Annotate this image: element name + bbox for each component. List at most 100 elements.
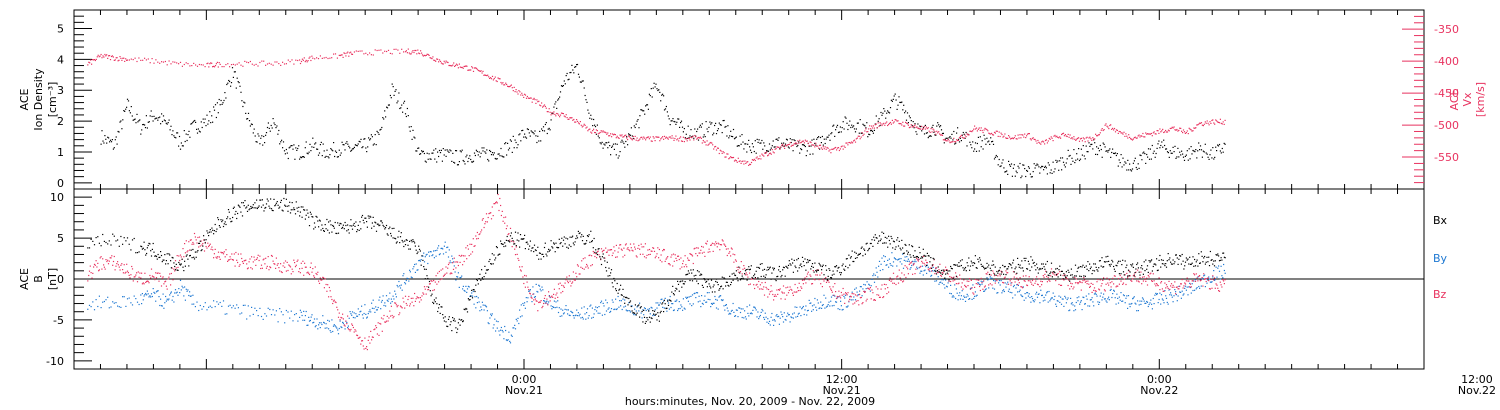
by-point	[1075, 301, 1077, 304]
by-point	[1223, 269, 1225, 272]
by-point	[544, 302, 546, 304]
density-point	[1053, 171, 1055, 173]
bz-point	[983, 280, 985, 282]
velocity-point	[479, 70, 481, 72]
density-point	[490, 150, 492, 153]
velocity-point	[441, 63, 443, 65]
density-point	[781, 142, 783, 144]
by-point	[764, 312, 766, 314]
velocity-point	[823, 148, 825, 150]
by-point	[762, 310, 764, 312]
velocity-point	[680, 136, 682, 138]
density-point	[631, 135, 633, 137]
bz-point	[211, 246, 213, 248]
velocity-point	[514, 91, 516, 93]
density-point	[353, 146, 355, 148]
velocity-point	[909, 126, 911, 128]
density-point	[995, 154, 997, 157]
velocity-point	[363, 53, 365, 55]
density-point	[301, 156, 303, 158]
by-point	[842, 308, 844, 311]
density-point	[1089, 145, 1091, 147]
density-point	[1057, 160, 1059, 162]
velocity-point	[1146, 133, 1148, 135]
bz-point	[697, 247, 699, 249]
by-point	[1109, 289, 1111, 291]
by-point	[1045, 294, 1047, 296]
density-point	[579, 81, 581, 83]
bz-point	[320, 279, 322, 281]
density-point	[126, 106, 128, 108]
by-point	[146, 294, 148, 296]
bz-point	[980, 277, 982, 279]
velocity-point	[839, 148, 841, 150]
by-point	[133, 295, 135, 297]
density-point	[632, 137, 634, 140]
by-point	[1213, 270, 1215, 272]
density-point	[653, 82, 655, 84]
by-point	[423, 252, 425, 254]
by-point	[414, 271, 416, 273]
by-point	[755, 309, 757, 311]
density-point	[566, 72, 568, 75]
velocity-point	[795, 142, 797, 144]
velocity-point	[714, 146, 716, 148]
velocity-point	[614, 134, 616, 136]
by-point	[939, 281, 941, 284]
by-point	[663, 300, 665, 302]
velocity-point	[626, 137, 628, 139]
by-point	[1125, 297, 1127, 299]
bz-point	[192, 241, 194, 244]
bz-point	[228, 259, 230, 261]
density-point	[146, 127, 148, 129]
bz-point	[863, 290, 865, 292]
velocity-point	[603, 131, 605, 133]
bz-point	[126, 263, 128, 265]
bz-point	[1059, 271, 1061, 273]
by-point	[1179, 291, 1181, 293]
density-point	[1070, 163, 1072, 165]
by-point	[726, 307, 728, 309]
density-point	[937, 122, 939, 124]
by-point	[1160, 303, 1162, 305]
velocity-point	[536, 99, 538, 101]
bz-point	[889, 277, 891, 279]
density-point	[941, 132, 944, 135]
density-point	[391, 83, 393, 85]
by-point	[213, 300, 215, 302]
density-point	[931, 126, 933, 128]
by-point	[943, 284, 945, 286]
velocity-point	[488, 76, 490, 78]
velocity-point	[761, 153, 763, 155]
bz-point	[267, 256, 269, 258]
density-point	[551, 112, 553, 114]
density-point	[674, 121, 676, 123]
by-point	[897, 258, 900, 260]
density-point	[455, 150, 458, 152]
by-point	[865, 288, 867, 290]
velocity-point	[1032, 137, 1034, 139]
by-point	[385, 295, 388, 297]
velocity-point	[305, 59, 307, 61]
density-point	[681, 126, 684, 128]
velocity-point	[155, 59, 157, 61]
bz-point	[751, 278, 753, 280]
bz-point	[768, 288, 770, 291]
by-point	[666, 310, 668, 312]
density-point	[1040, 167, 1042, 169]
bz-point	[404, 295, 407, 297]
by-point	[514, 328, 517, 330]
by-point	[687, 296, 689, 298]
density-point	[1027, 166, 1030, 168]
bz-point	[835, 297, 838, 300]
density-point	[894, 93, 896, 95]
by-point	[774, 320, 776, 322]
by-point	[1200, 285, 1202, 287]
bz-point	[700, 249, 702, 251]
bz-point	[670, 256, 672, 258]
by-point	[160, 305, 163, 307]
bz-point	[567, 282, 569, 284]
density-point	[745, 143, 747, 145]
by-point	[788, 314, 790, 316]
velocity-point	[1073, 136, 1075, 138]
